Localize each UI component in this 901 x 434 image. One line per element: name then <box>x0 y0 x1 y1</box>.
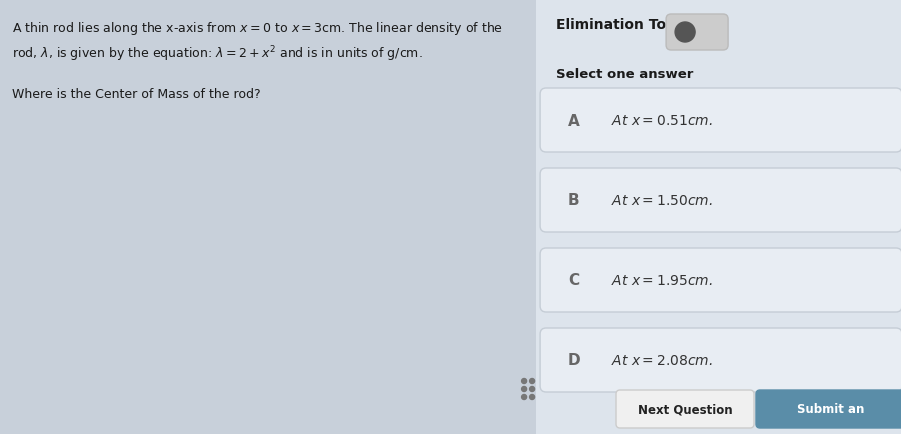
Text: A: A <box>569 113 580 128</box>
Text: Submit an: Submit an <box>796 403 864 415</box>
FancyBboxPatch shape <box>666 15 728 51</box>
Circle shape <box>530 387 534 391</box>
Text: Next Question: Next Question <box>638 403 733 415</box>
Circle shape <box>522 378 526 384</box>
Circle shape <box>530 378 534 384</box>
Circle shape <box>522 387 526 391</box>
Text: rod, $\lambda$, is given by the equation: $\lambda = 2 + x^2$ and is in units of: rod, $\lambda$, is given by the equation… <box>12 44 423 63</box>
Circle shape <box>530 395 534 400</box>
FancyBboxPatch shape <box>540 169 901 233</box>
Text: A thin rod lies along the x-axis from $x = 0$ to $x = 3$cm. The linear density o: A thin rod lies along the x-axis from $x… <box>12 20 503 37</box>
FancyBboxPatch shape <box>616 390 754 428</box>
FancyBboxPatch shape <box>756 390 901 428</box>
FancyBboxPatch shape <box>540 328 901 392</box>
Polygon shape <box>0 0 536 434</box>
FancyBboxPatch shape <box>540 248 901 312</box>
Text: Select one answer: Select one answer <box>556 68 694 81</box>
Circle shape <box>522 395 526 400</box>
Text: Elimination Tool: Elimination Tool <box>556 18 680 32</box>
FancyBboxPatch shape <box>540 89 901 153</box>
Text: At $x = 2.08$cm.: At $x = 2.08$cm. <box>611 353 713 367</box>
Text: D: D <box>569 353 581 368</box>
Text: At $x = 0.51$cm.: At $x = 0.51$cm. <box>611 114 713 128</box>
Text: At $x = 1.95$cm.: At $x = 1.95$cm. <box>611 273 713 287</box>
Text: B: B <box>569 193 579 208</box>
Circle shape <box>675 23 695 43</box>
Text: Where is the Center of Mass of the rod?: Where is the Center of Mass of the rod? <box>12 88 260 101</box>
Text: At $x = 1.50$cm.: At $x = 1.50$cm. <box>611 194 713 207</box>
Text: C: C <box>569 273 579 288</box>
